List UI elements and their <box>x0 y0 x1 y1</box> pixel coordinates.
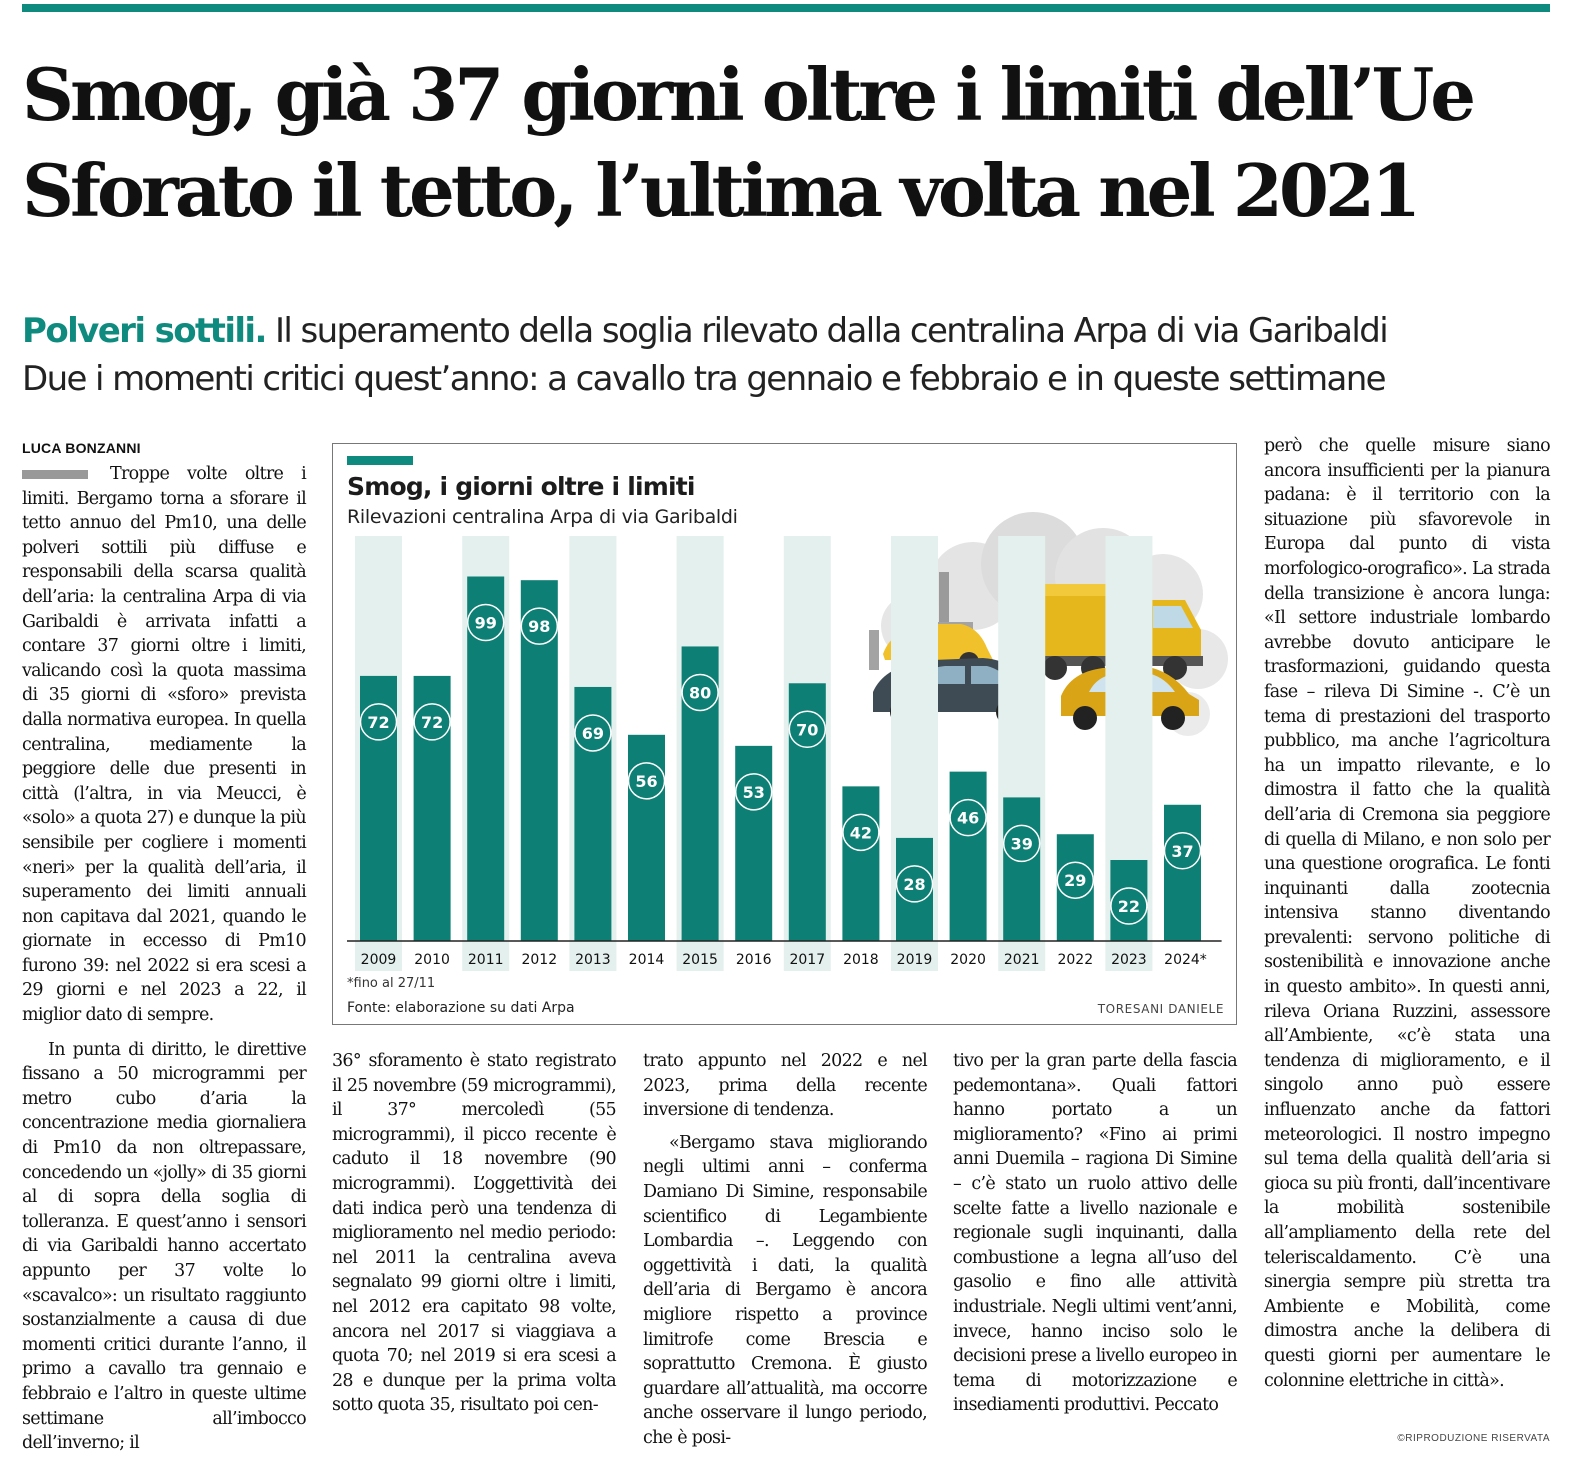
value-badge <box>895 865 934 903</box>
x-tick-label: 2018 <box>843 952 879 968</box>
data-label: 53 <box>743 783 765 802</box>
article-column-1: Troppe volte oltre i limiti. Bergamo tor… <box>22 458 307 1456</box>
x-tick-label: 2009 <box>361 952 397 968</box>
x-tick-label: 2017 <box>789 952 825 968</box>
chart-source: Fonte: elaborazione su dati Arpa <box>347 1000 575 1016</box>
value-badge <box>359 703 398 741</box>
data-label: 28 <box>903 875 925 894</box>
x-tick-label: 2021 <box>1004 952 1040 968</box>
chart-title: Smog, i giorni oltre i limiti <box>347 472 695 501</box>
bars: 72 72 99 98 69 56 80 53 70 42 28 46 39 29 22 37 <box>359 576 1202 941</box>
data-label: 80 <box>689 683 711 702</box>
data-label: 37 <box>1171 842 1193 861</box>
value-badge <box>1163 832 1202 870</box>
copyright-notice: ©RIPRODUZIONE RISERVATA <box>1397 1433 1550 1444</box>
data-label: 98 <box>528 617 550 636</box>
top-rule <box>22 4 1550 12</box>
headline-line-1: Smog, già 37 giorni oltre i limiti dell’… <box>22 52 1476 137</box>
bar <box>1164 804 1201 941</box>
x-tick-label: 2020 <box>950 952 986 968</box>
x-tick-label: 2023 <box>1111 952 1147 968</box>
data-label: 69 <box>582 724 604 743</box>
x-tick-label: 2011 <box>468 952 504 968</box>
headline-line-2: Sforato il tetto, l’ultima volta nel 202… <box>22 148 1421 233</box>
data-label: 56 <box>635 772 657 791</box>
x-tick-label: 2012 <box>521 952 557 968</box>
article-column-5: però che quelle misure siano ancora insu… <box>1264 434 1551 1393</box>
x-tick-label: 2022 <box>1057 952 1093 968</box>
x-tick-label: 2019 <box>897 952 933 968</box>
subheadline-line-2: Due i momenti critici quest’anno: a cava… <box>22 359 1387 399</box>
chart-footnote: *fino al 27/11 <box>347 976 436 991</box>
byline: LUCA BONZANNI <box>22 440 141 456</box>
x-tick-label: 2013 <box>575 952 611 968</box>
paragraph: Troppe volte oltre i limiti. Bergamo tor… <box>22 464 307 1026</box>
value-badge <box>1056 861 1095 899</box>
chart-credit: TORESANI DANIELE <box>1097 1002 1224 1016</box>
paragraph: però che quelle misure siano ancora insu… <box>1264 436 1551 1391</box>
x-tick-label: 2014 <box>629 952 665 968</box>
paragraph: trato appunto nel 2022 e nel 2023, prima… <box>643 1051 928 1121</box>
paragraph: 36° sforamento è stato registrato il 25 … <box>332 1051 617 1416</box>
chart-accent-bar <box>347 456 413 465</box>
data-label: 22 <box>1118 897 1140 916</box>
data-label: 72 <box>367 713 389 732</box>
value-badge <box>627 762 666 800</box>
value-badge <box>842 813 880 852</box>
data-label: 46 <box>957 809 979 828</box>
byline-dash <box>22 470 88 479</box>
subheadline-line-1-text: Il superamento della soglia rilevato dal… <box>265 311 1389 351</box>
value-badge <box>681 673 719 712</box>
data-label: 39 <box>1011 834 1033 853</box>
x-tick-label: 2024* <box>1164 952 1207 968</box>
data-label: 72 <box>421 713 443 732</box>
data-label: 70 <box>796 720 818 739</box>
bar <box>949 771 987 941</box>
value-badge <box>574 714 612 752</box>
data-label: 99 <box>475 614 497 633</box>
value-badge <box>520 607 559 645</box>
value-badge <box>949 798 987 837</box>
article-column-3: trato appunto nel 2022 e nel 2023, prima… <box>643 1049 928 1451</box>
x-tick-label: 2015 <box>682 952 718 968</box>
subheadline-kicker: Polveri sottili. <box>22 311 267 351</box>
article-column-4: tivo per la gran parte della fascia pede… <box>953 1049 1238 1418</box>
article-column-2: 36° sforamento è stato registrato il 25 … <box>332 1049 617 1418</box>
value-badge <box>1002 824 1041 863</box>
paragraph: «Bergamo stava migliorando negli ultimi … <box>643 1132 928 1448</box>
bar <box>1003 797 1041 941</box>
data-label: 29 <box>1064 871 1086 890</box>
paragraph: In punta di diritto, le direttive fissan… <box>22 1039 307 1454</box>
paragraph: tivo per la gran parte della fascia pede… <box>953 1051 1238 1416</box>
chart-subtitle: Rilevazioni centralina Arpa di via Garib… <box>347 506 738 528</box>
x-axis-labels: 2009 2010 2011 2012 2013 2014 2015 2016 2017 2018… <box>361 952 1207 968</box>
value-badge <box>413 703 451 741</box>
chart-panel: Smog, i giorni oltre i limiti Rilevazion… <box>332 443 1237 1025</box>
data-label: 42 <box>850 823 872 842</box>
bar <box>842 786 880 941</box>
value-badge <box>788 710 827 749</box>
subheadline-line-1: Polveri sottili. Il superamento della so… <box>22 306 1389 356</box>
x-tick-label: 2010 <box>414 952 450 968</box>
x-tick-label: 2016 <box>736 952 772 968</box>
value-badge <box>734 773 773 811</box>
value-badge <box>466 603 505 642</box>
value-badge <box>1110 887 1148 925</box>
bar-chart: 72 72 99 98 69 56 80 53 70 42 28 46 39 29 22 37 2009 201… <box>347 512 1228 971</box>
